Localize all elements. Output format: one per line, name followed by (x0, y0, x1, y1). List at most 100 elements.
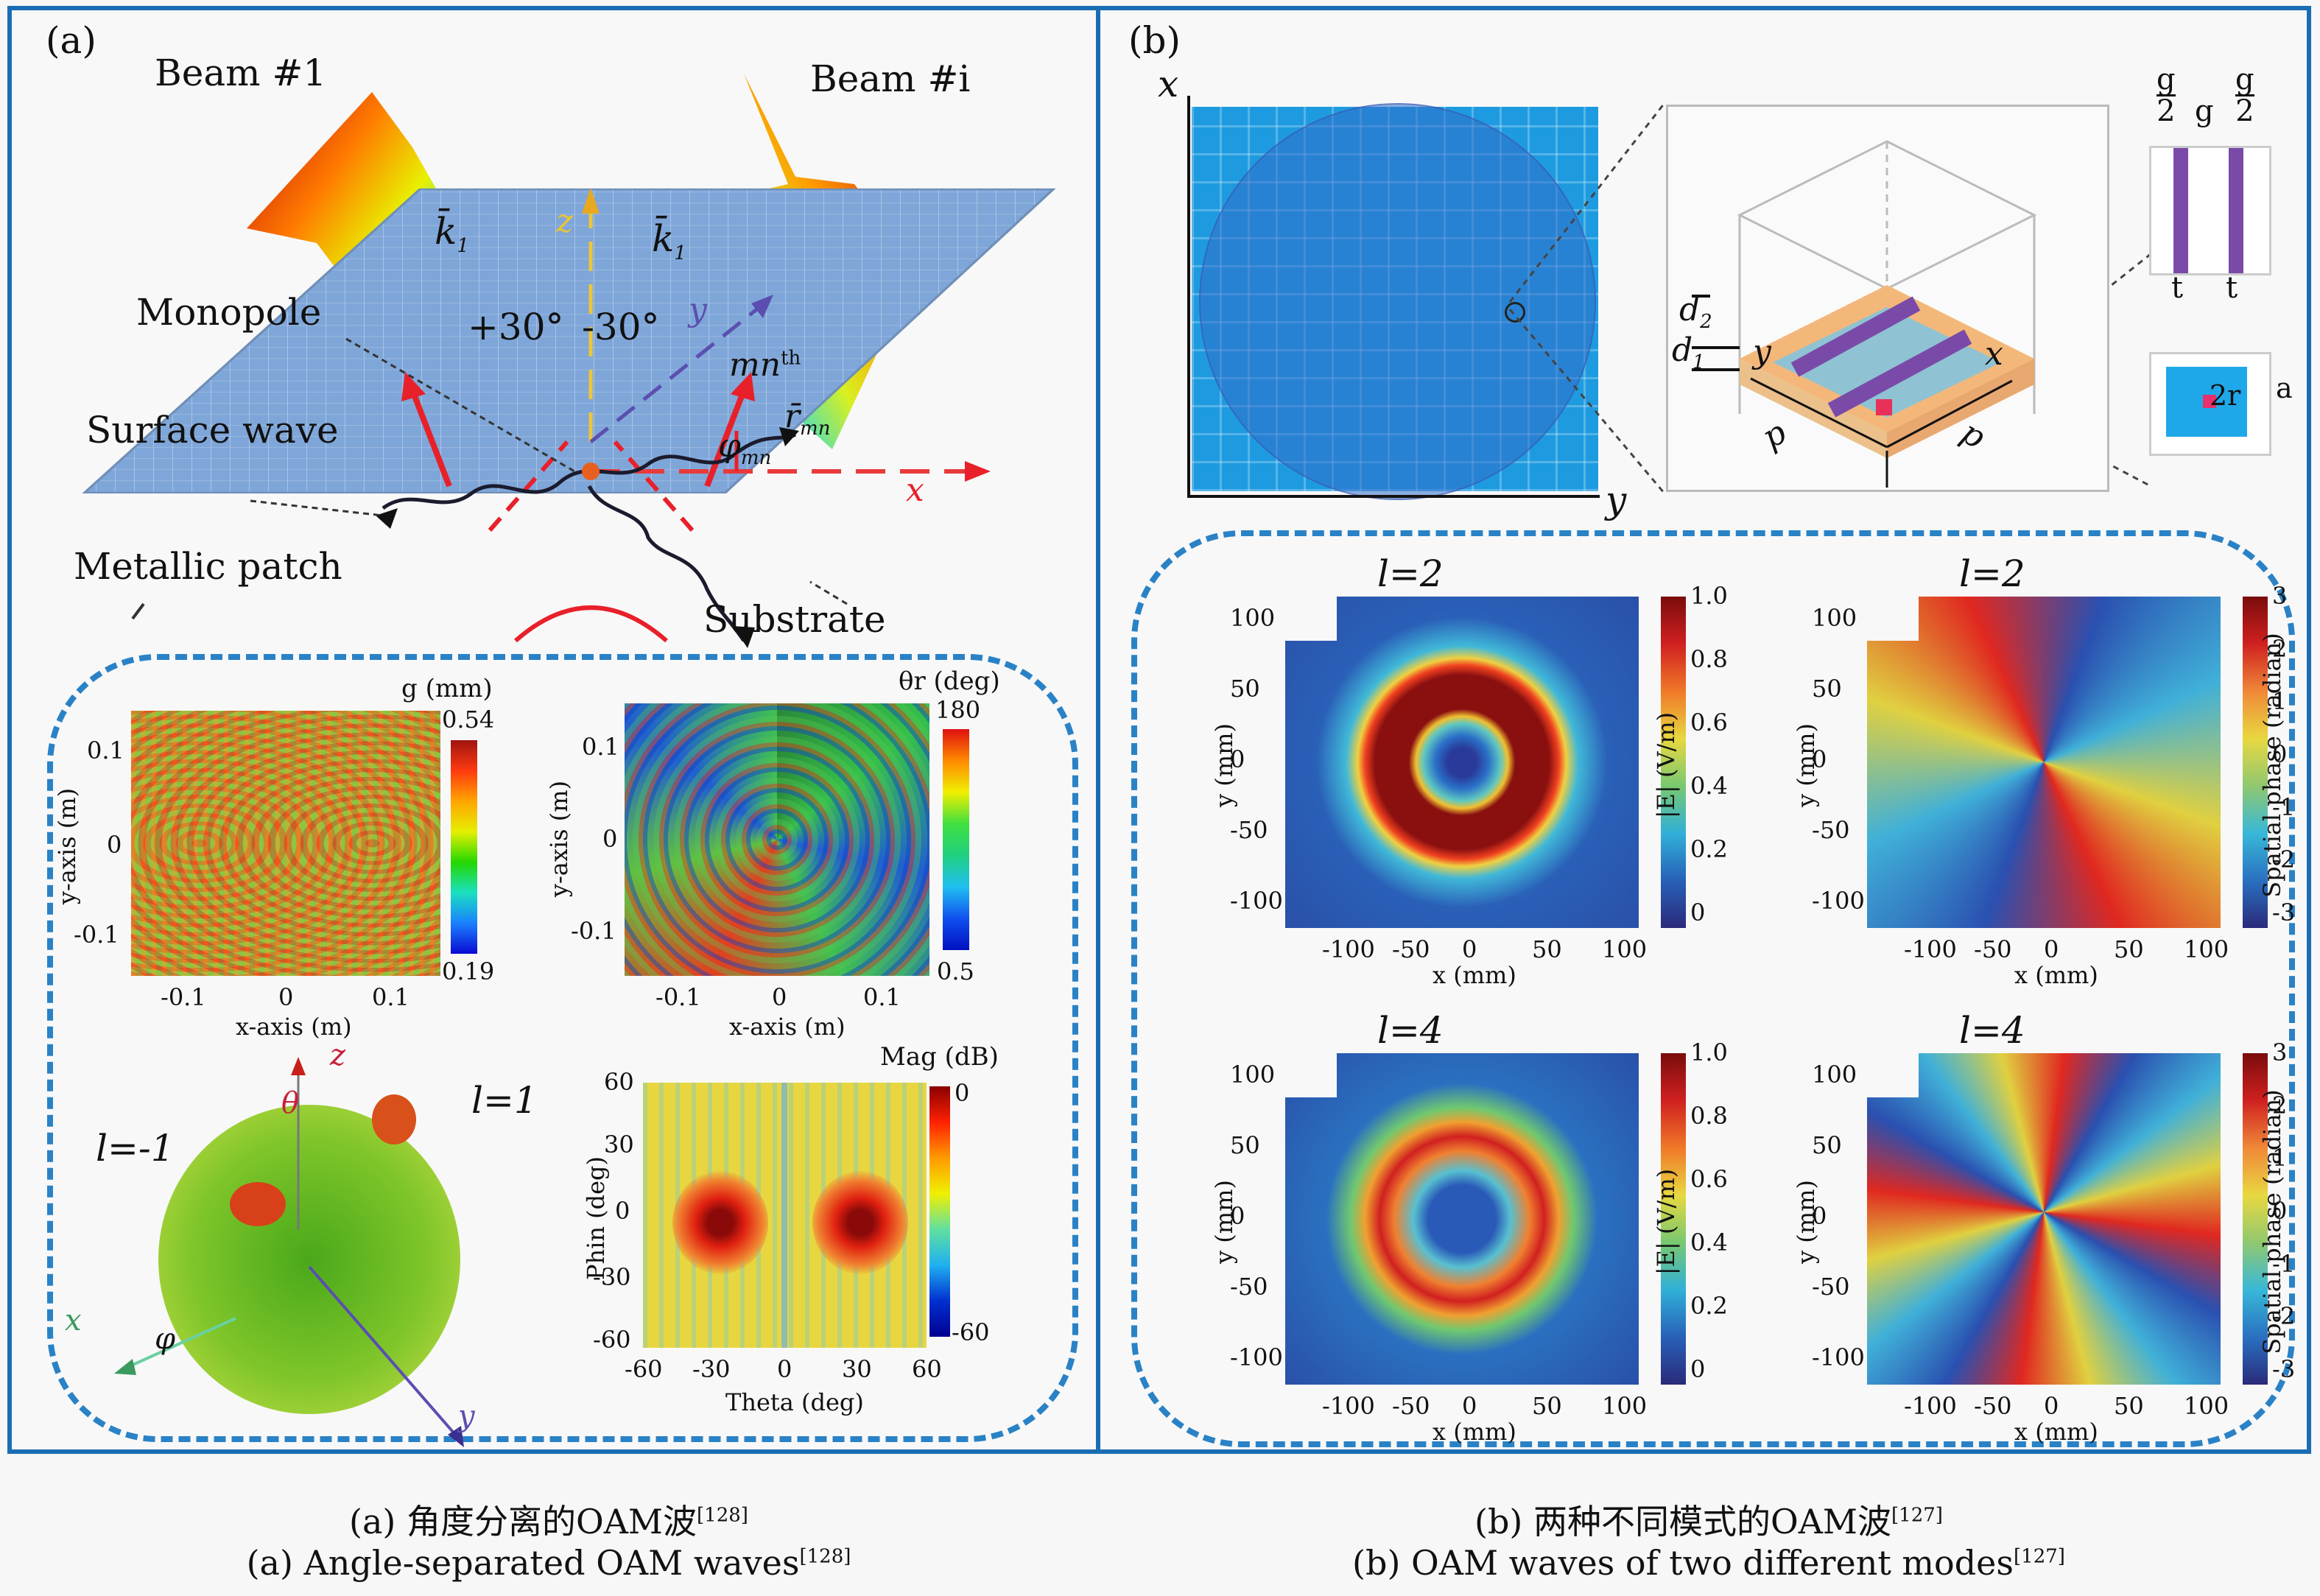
colorbar-tick: 2 (2272, 634, 2288, 663)
colorbar-tick: 0.8 (1690, 645, 1728, 673)
colorbar-tick: 3 (2272, 582, 2288, 610)
x-tick: 0 (1462, 935, 1477, 963)
beam-i-label: Beam #i (810, 57, 971, 100)
g-colorbar (451, 740, 477, 954)
g-xtick: -0.1 (161, 983, 206, 1011)
metasurface-array (1192, 103, 1598, 500)
mag-cbar-min: -60 (952, 1318, 990, 1346)
pattern-x-label: x (65, 1304, 82, 1337)
array-x-label: x (1158, 63, 1179, 105)
x-tick: -100 (1322, 1392, 1375, 1420)
theta-colorbar-title: θr (deg) (899, 667, 1000, 696)
mag-ytick: -30 (593, 1263, 631, 1291)
y-tick: -100 (1812, 1343, 1865, 1371)
theta-ylabel: y-axis (m) (545, 780, 574, 898)
field-colorbar (2243, 1053, 2268, 1385)
g-colorbar-title: g (mm) (401, 674, 493, 703)
field-plot-phase: l=4 3 2 1 0 -1 -2 -3 Spatial phase (radian) -100-… (1792, 1009, 2309, 1458)
metallic-patch-label: Metallic patch (74, 545, 342, 588)
pattern-theta-label: θ (281, 1086, 300, 1120)
colorbar-label: |E| (V/m) (1652, 711, 1681, 819)
x-axis-label: x (mm) (2014, 1418, 2098, 1446)
theta-cbar-min: 0.5 (937, 957, 974, 985)
g-xtick: 0 (278, 983, 294, 1011)
mag-xtick: -30 (692, 1355, 731, 1383)
y-axis-label: y (mm) (1791, 723, 1820, 807)
y-tick: 100 (1812, 604, 1857, 632)
panel-b-tag: (b) (1128, 19, 1181, 62)
colorbar-tick: 0.8 (1690, 1102, 1728, 1130)
x-tick: 0 (2044, 1392, 2059, 1420)
pattern-y-label: y (458, 1399, 475, 1433)
g-ytick: -0.1 (74, 921, 119, 949)
y-tick: -50 (1230, 1273, 1268, 1301)
pattern-l-neg-label: l=-1 (96, 1127, 175, 1170)
array-y-axis (1187, 495, 1600, 498)
colorbar-label: |E| (V/m) (1652, 1168, 1681, 1276)
g-label: g (2195, 94, 2214, 128)
x-tick: -50 (1392, 1392, 1430, 1420)
x-axis-label: x (906, 471, 924, 509)
colorbar-tick: -2 (2272, 846, 2296, 874)
g-ylabel: y-axis (m) (53, 787, 82, 905)
field-plot-title: l=2 (1959, 552, 2025, 595)
mag-colorbar (929, 1086, 950, 1337)
colorbar-tick: 0.2 (1690, 1292, 1728, 1320)
field-colorbar (1661, 1053, 1686, 1385)
caption-b-en: (b) OAM waves of two different modes[127… (1352, 1543, 2065, 1583)
r-mn-label: r̄mn (784, 398, 831, 440)
panel-a-results-box (47, 654, 1078, 1442)
g-xlabel: x-axis (m) (236, 1013, 352, 1041)
mag-ytick: 30 (604, 1131, 634, 1159)
angle-minus-label: -30° (582, 306, 660, 348)
y-tick: 100 (1230, 1061, 1276, 1089)
y-tick: 0 (1812, 1202, 1827, 1230)
g-map-plot (131, 711, 440, 976)
field-colorbar (2243, 597, 2268, 928)
pattern-z-label: z (330, 1038, 346, 1072)
x-tick: -100 (1322, 935, 1375, 963)
y-tick: 0 (1230, 745, 1245, 773)
x-tick: 0 (2044, 935, 2059, 963)
substrate-label: Substrate (703, 598, 886, 641)
x-tick: 100 (2184, 1392, 2229, 1420)
beam-1-label: Beam #1 (155, 52, 327, 94)
strip-detail (2149, 146, 2271, 275)
x-tick: -50 (1392, 935, 1430, 963)
unit-cell-drawing (1692, 140, 2037, 488)
y-tick: 100 (1230, 604, 1276, 632)
radiation-pattern-3d (114, 1057, 464, 1447)
x-tick: 100 (2184, 935, 2229, 963)
g-cbar-max: 0.54 (442, 706, 495, 734)
mag-xtick: 60 (912, 1355, 942, 1383)
array-x-axis (1187, 96, 1190, 497)
colorbar-tick: 0 (1690, 899, 1706, 927)
d2-label: d2 (1679, 291, 1712, 333)
y-tick: 50 (1812, 1131, 1842, 1159)
x-tick: -50 (1974, 935, 2012, 963)
x-tick: 50 (2114, 1392, 2144, 1420)
field-map (1285, 1053, 1639, 1385)
mag-map-plot (643, 1083, 927, 1348)
field-map (1867, 1053, 2221, 1385)
colorbar-tick: 1.0 (1690, 1038, 1728, 1066)
mag-ytick: 0 (615, 1197, 630, 1225)
z-axis-label: z (556, 203, 574, 240)
colorbar-tick: 1.0 (1690, 582, 1728, 610)
y-tick: 50 (1230, 1131, 1260, 1159)
mn-th-label: mnth (729, 346, 801, 384)
t-label-right: t (2226, 271, 2238, 305)
panel-b-results-box (1131, 530, 2295, 1447)
colorbar-tick: -2 (2272, 1302, 2296, 1331)
field-plot-magnitude: l=2 1.0 0.8 0.6 0.4 0.2 0 |E| (V/m) -100 -50 0 50 10… (1210, 552, 1728, 1002)
field-plot-phase: l=2 3 2 1 0 -1 -2 -3 Spatial phase (radian) -100-… (1791, 552, 2309, 1002)
field-map (1867, 597, 2221, 928)
theta-ytick: 0 (602, 825, 618, 853)
mag-ylabel: Phin (deg) (582, 1156, 611, 1281)
field-plot-title: l=4 (1959, 1009, 2025, 1052)
colorbar-tick: -1 (2272, 1249, 2296, 1278)
two-r-label: 2r (2210, 379, 2241, 412)
mag-cbar-max: 0 (955, 1079, 970, 1107)
theta-xtick: 0.1 (863, 983, 901, 1011)
y-tick: -50 (1230, 816, 1268, 844)
